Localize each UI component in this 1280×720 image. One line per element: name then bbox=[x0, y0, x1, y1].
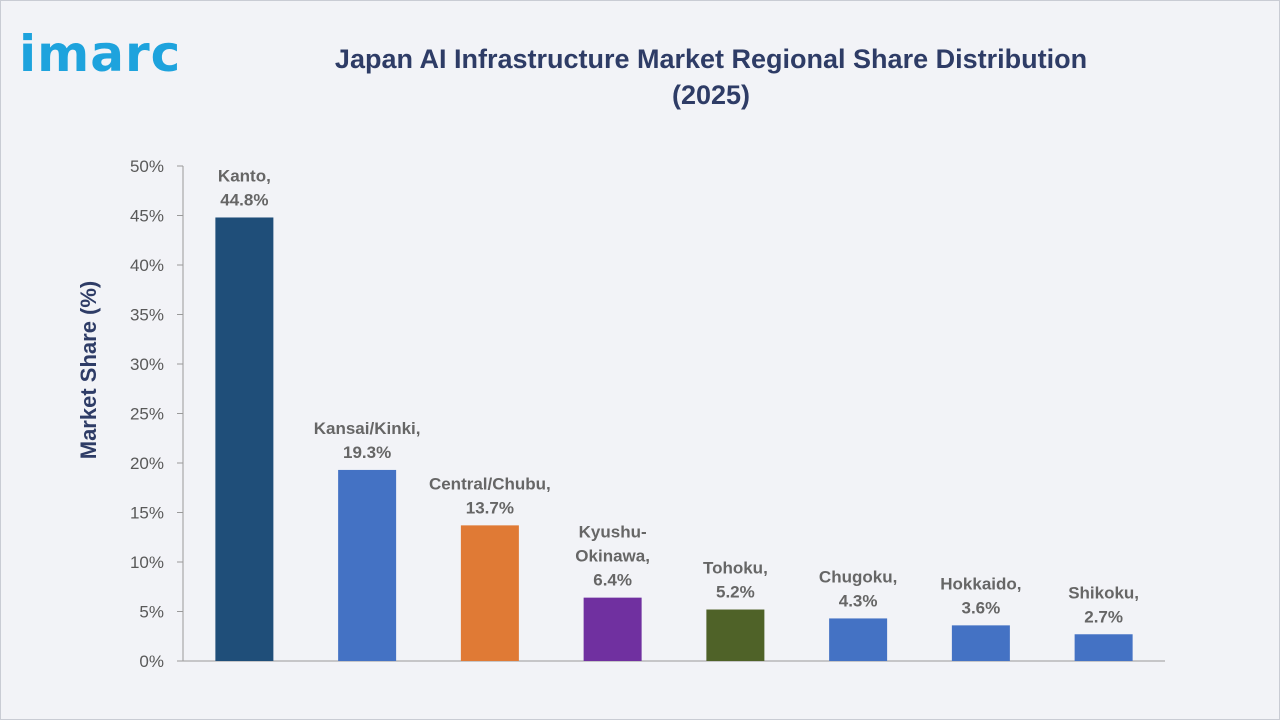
y-tick-label: 30% bbox=[130, 355, 164, 374]
data-label: Tohoku, 5.2% bbox=[703, 559, 768, 602]
bar-hokkaido bbox=[951, 625, 1010, 661]
bar-chugoku bbox=[829, 618, 888, 661]
y-tick-label: 15% bbox=[130, 504, 164, 523]
data-labels: Kanto, 44.8% Kansai/Kinki, 19.3%Central/Chu… bbox=[218, 166, 1139, 626]
data-label: Shikoku, 2.7% bbox=[1068, 583, 1139, 626]
bar-kyushu-okinawa bbox=[583, 597, 642, 661]
bar-kanto bbox=[215, 217, 274, 662]
y-tick-label: 40% bbox=[130, 256, 164, 275]
y-tick-label: 35% bbox=[130, 306, 164, 325]
chart-title-line-2: (2025) bbox=[671, 80, 751, 110]
data-label: Kyushu-Okinawa, 6.4% bbox=[575, 523, 650, 590]
imarc-logo: imarc bbox=[19, 25, 182, 83]
data-label: Kanto, 44.8% bbox=[218, 166, 271, 209]
y-tick-label: 50% bbox=[130, 157, 164, 176]
data-label: Kansai/Kinki, 19.3% bbox=[314, 419, 421, 462]
data-label: Hokkaido, 3.6% bbox=[940, 574, 1021, 617]
chart-title: Japan AI Infrastructure Market Regional … bbox=[301, 41, 1121, 113]
bar-kansai-kinki bbox=[338, 469, 397, 661]
y-tick-label: 25% bbox=[130, 405, 164, 424]
bar-tohoku bbox=[706, 609, 765, 661]
data-label: Central/Chubu, 13.7% bbox=[429, 474, 551, 517]
bars bbox=[215, 217, 1133, 662]
y-tick-label: 45% bbox=[130, 207, 164, 226]
bar-shikoku bbox=[1074, 634, 1133, 661]
y-tick-label: 5% bbox=[139, 603, 164, 622]
y-axis-title: Market Share (%) bbox=[76, 281, 101, 460]
y-tick-label: 10% bbox=[130, 553, 164, 572]
y-tick-label: 0% bbox=[139, 652, 164, 671]
chart-title-line-1: Japan AI Infrastructure Market Regional … bbox=[334, 44, 1088, 74]
y-axis: 0% 5% 10% 15% 20% 25% 30% 35% 40% 45% 50% bbox=[130, 157, 184, 671]
data-label: Chugoku, 4.3% bbox=[819, 567, 897, 610]
y-tick-label: 20% bbox=[130, 454, 164, 473]
bar-central-chubu bbox=[460, 525, 519, 661]
